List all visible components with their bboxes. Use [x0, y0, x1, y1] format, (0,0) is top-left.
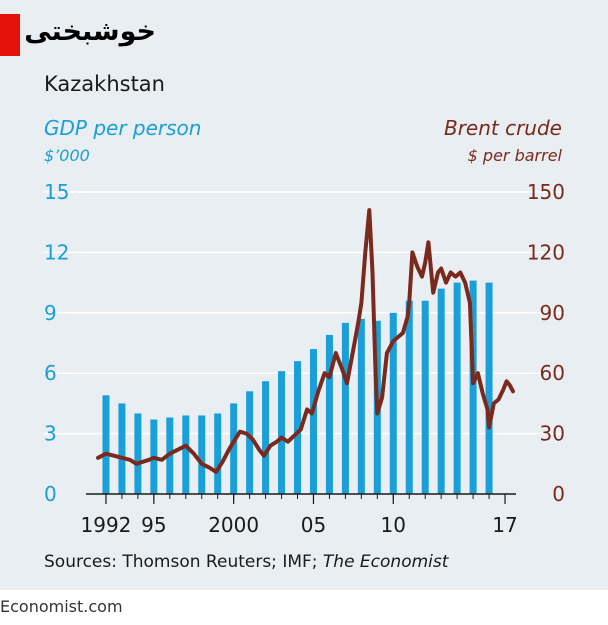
left-tick-label: 3 [44, 422, 57, 446]
sources-text: Sources: Thomson Reuters; IMF; [44, 552, 323, 572]
gdp-bar [214, 413, 222, 494]
left-axis-title: GDP per person [44, 116, 202, 140]
brent-line [96, 208, 515, 474]
gdp-bar [182, 415, 190, 494]
chart-title: خوشبختی [24, 16, 156, 47]
x-tick-label: 10 [381, 513, 406, 537]
brent-line-layer [96, 208, 515, 474]
right-tick-label: 0 [552, 482, 565, 506]
right-tick-label: 90 [540, 301, 565, 325]
gdp-bar [469, 280, 477, 494]
sources-italic: The Economist [322, 552, 449, 572]
right-tick-label: 60 [540, 361, 565, 385]
left-tick-label: 15 [44, 180, 69, 204]
gdp-bar [325, 334, 333, 494]
gdp-bar [134, 413, 142, 494]
left-tick-label: 0 [44, 482, 57, 506]
x-tick-label: 05 [301, 513, 326, 537]
gdp-bar [230, 403, 238, 494]
right-tick-label: 150 [527, 180, 565, 204]
gdp-bar [453, 282, 461, 494]
left-tick-label: 12 [44, 240, 69, 264]
chart-panel [0, 0, 608, 590]
brand-red-tab [0, 14, 20, 56]
gdp-bar [262, 381, 270, 494]
gdp-bar [118, 403, 126, 494]
left-axis-unit: $’000 [44, 146, 90, 165]
gdp-bar [437, 288, 445, 494]
chart-svg: 0 0 3 30 6 60 9 90 12 120 15 150 1992 95 2000 05 10 17 [44, 180, 565, 537]
gdp-bar [198, 415, 206, 494]
gdp-bar [389, 312, 397, 494]
right-axis-title: Brent crude [443, 116, 562, 140]
gdp-bar [294, 361, 302, 494]
gdp-bar [278, 371, 286, 494]
x-tick-label: 2000 [208, 513, 259, 537]
axes: 0 0 3 30 6 60 9 90 12 120 15 150 1992 95 2000 05 10 17 [44, 180, 565, 537]
gdp-bar [485, 282, 493, 494]
x-tick-label: 95 [141, 513, 166, 537]
right-tick-label: 30 [540, 422, 565, 446]
gdp-bar [357, 318, 365, 494]
left-tick-label: 6 [44, 361, 57, 385]
footer-credit: Economist.com [0, 597, 123, 616]
x-tick-label: 17 [492, 513, 517, 537]
gdp-bar [309, 349, 317, 494]
right-axis-unit: $ per barrel [467, 146, 562, 165]
gdp-bar [102, 395, 110, 494]
gdp-bar [341, 322, 349, 494]
gdp-bar [246, 391, 254, 494]
x-tick-label: 1992 [81, 513, 132, 537]
gdp-bar [405, 300, 413, 494]
right-tick-label: 120 [527, 240, 565, 264]
sources-note: Sources: Thomson Reuters; IMF; The Econo… [44, 552, 448, 572]
chart-subtitle: Kazakhstan [44, 72, 165, 96]
gdp-bar [421, 300, 429, 494]
left-tick-label: 9 [44, 301, 57, 325]
